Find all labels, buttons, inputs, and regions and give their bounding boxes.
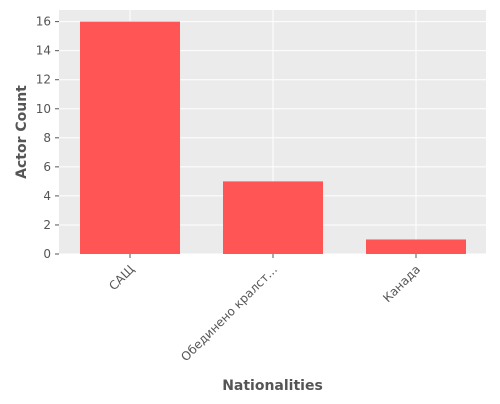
y-axis-ticks: 0 2 4 6 8 10 12 14 16	[36, 15, 59, 261]
y-tick-label: 10	[36, 102, 51, 116]
x-tick-label: САЩ	[106, 262, 137, 293]
y-tick-label: 8	[43, 131, 51, 145]
y-tick-label: 16	[36, 15, 51, 29]
x-tick-label: Канада	[380, 262, 423, 305]
bar	[80, 21, 180, 254]
y-tick-label: 4	[43, 189, 51, 203]
y-tick-label: 2	[43, 218, 51, 232]
x-axis-ticks: САЩ Обединено кралст… Канада	[106, 254, 423, 364]
y-tick-label: 12	[36, 73, 51, 87]
y-tick-label: 6	[43, 160, 51, 174]
y-tick-label: 0	[43, 247, 51, 261]
y-axis-title: Actor Count	[14, 85, 30, 179]
y-tick-label: 14	[36, 44, 51, 58]
x-tick-label: Обединено кралст…	[178, 262, 280, 364]
bar	[366, 239, 466, 254]
x-axis-title: Nationalities	[222, 378, 323, 394]
bars	[80, 21, 466, 254]
bar	[223, 181, 323, 254]
